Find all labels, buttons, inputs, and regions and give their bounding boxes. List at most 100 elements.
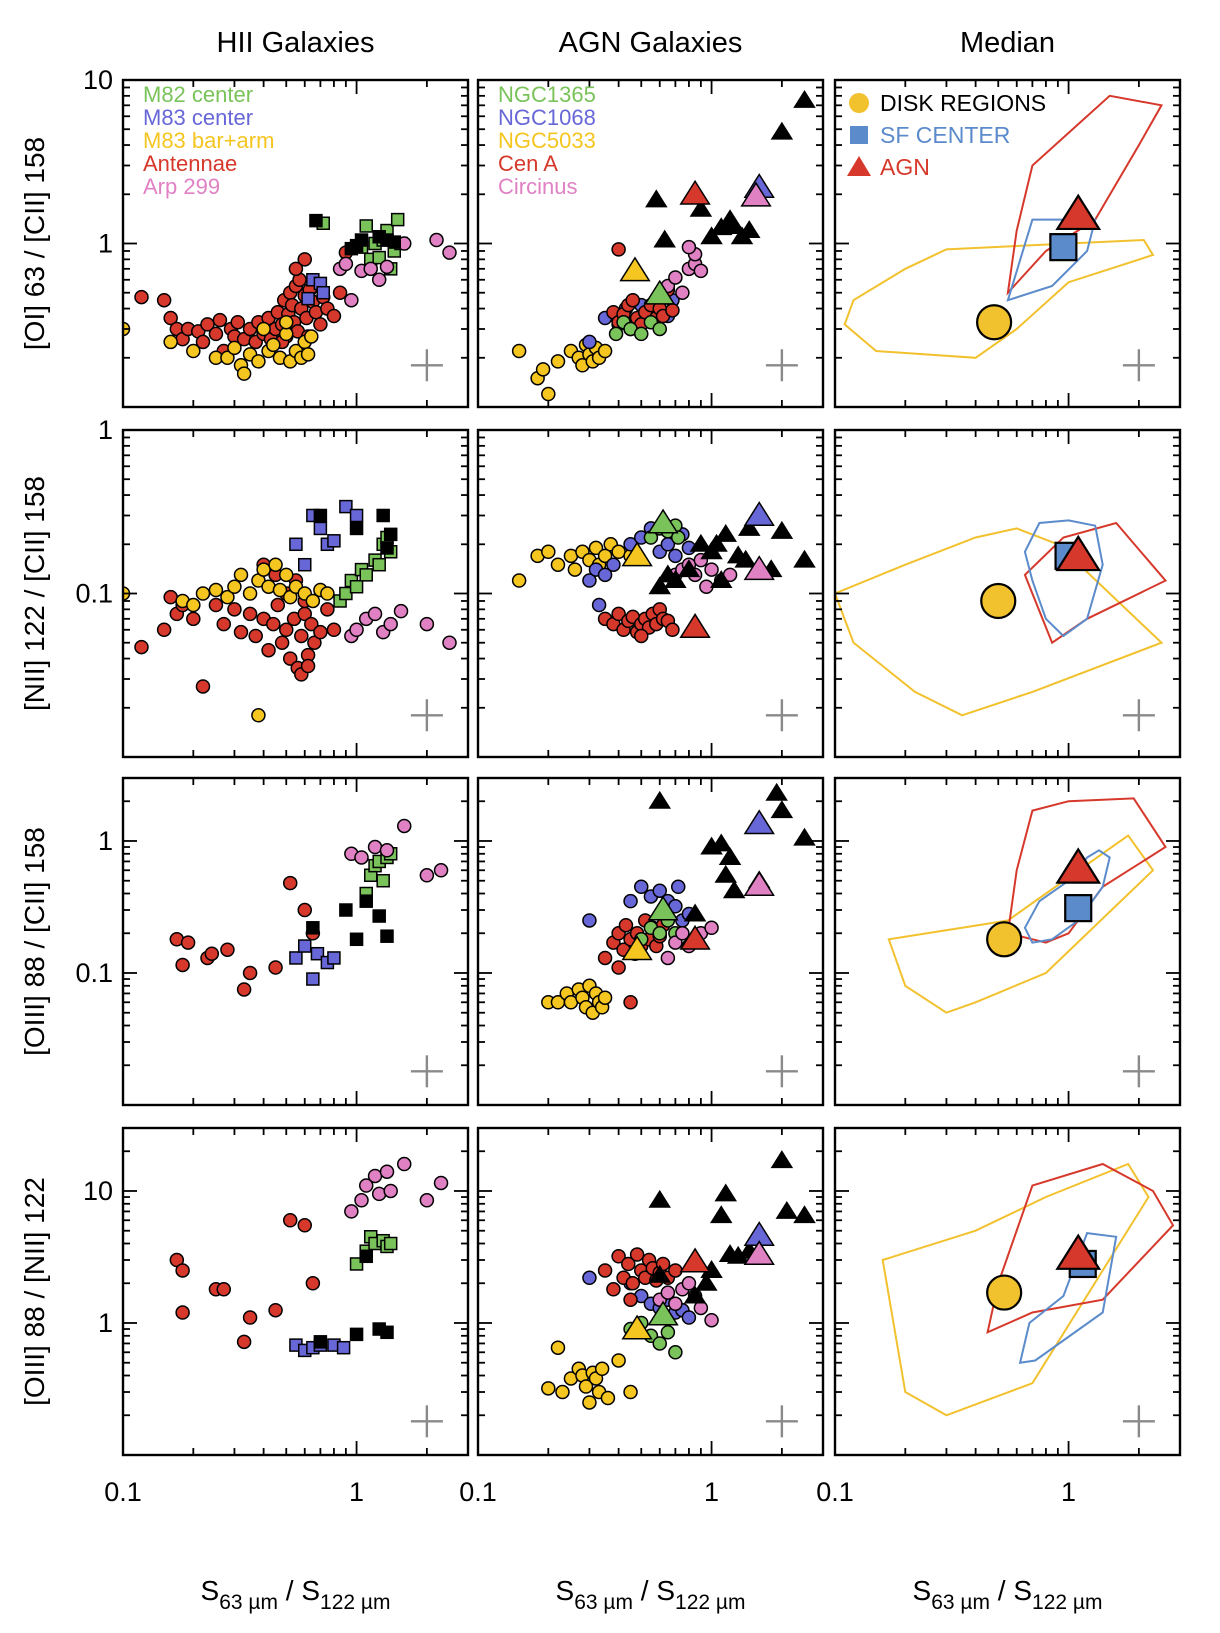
series-black <box>645 90 816 248</box>
data-point <box>597 548 613 564</box>
data-point <box>668 1345 683 1360</box>
data-point <box>134 639 149 655</box>
data-point <box>644 279 676 305</box>
data-point <box>376 508 390 523</box>
data-point <box>220 350 235 366</box>
data-point <box>665 622 680 638</box>
data-point <box>668 548 683 564</box>
series-antennae <box>169 1213 321 1350</box>
data-point <box>163 589 178 605</box>
x-tick-label: 1 <box>1061 1477 1076 1507</box>
panel-frame <box>476 1126 825 1457</box>
data-point <box>236 366 252 381</box>
data-point <box>621 541 653 567</box>
data-point <box>770 520 794 539</box>
data-point <box>339 586 353 601</box>
ticks <box>122 777 469 1106</box>
contour-agn_red <box>986 1162 1175 1335</box>
data-point <box>793 549 816 568</box>
data-point <box>313 624 328 640</box>
data-point <box>588 540 604 556</box>
data-point <box>383 1183 398 1199</box>
data-point <box>734 549 757 568</box>
series-arp-299 <box>344 1156 449 1219</box>
series-m83-center <box>301 273 330 306</box>
panel-r1-c1 <box>476 428 825 759</box>
data-point <box>623 893 638 909</box>
data-point <box>722 880 746 899</box>
data-point <box>611 1249 626 1264</box>
panel-r1-c0: 0.11 <box>75 415 470 759</box>
column-title-median: Median <box>960 27 1055 59</box>
series-disk-regions <box>980 582 1017 620</box>
data-point <box>714 523 737 542</box>
series-black <box>306 894 394 947</box>
series-arp-299 <box>344 603 457 650</box>
x-axis-label: S63 µm / S122 µm <box>201 1575 391 1614</box>
data-point <box>349 508 364 523</box>
data-point <box>652 1336 667 1351</box>
legend-item-antennae: Antennae <box>143 151 237 176</box>
data-point <box>433 863 449 878</box>
ticks <box>477 429 824 758</box>
series-ngc5033-mean <box>619 256 651 282</box>
data-point <box>251 708 266 723</box>
data-point <box>623 1384 638 1400</box>
data-point <box>359 1249 373 1264</box>
data-point <box>156 622 172 638</box>
data-point <box>208 597 224 613</box>
data-point <box>327 951 341 965</box>
data-point <box>611 544 626 560</box>
data-point <box>689 533 713 552</box>
data-point <box>621 1314 653 1340</box>
data-point <box>606 1282 621 1297</box>
data-point <box>770 121 794 140</box>
y-tick-label: 1 <box>98 415 113 445</box>
data-point <box>396 1156 412 1172</box>
data-point <box>344 1204 359 1219</box>
data-point <box>555 1384 570 1400</box>
data-point <box>309 213 323 228</box>
legend-item-ngc1068: NGC1068 <box>498 105 596 130</box>
data-point <box>372 557 386 572</box>
data-point <box>793 827 816 846</box>
data-point <box>743 809 775 835</box>
data-point <box>301 291 315 306</box>
series-circinus-mean <box>743 1240 775 1266</box>
data-point <box>268 557 283 572</box>
data-point <box>986 921 1023 958</box>
data-point <box>675 285 690 300</box>
data-point <box>306 921 320 935</box>
series-ngc5033-mean <box>621 541 653 567</box>
series-m83-center <box>289 939 341 986</box>
data-point <box>251 354 266 369</box>
ticks <box>122 79 469 408</box>
legend-item-m82-center: M82 center <box>143 82 253 107</box>
data-point <box>645 189 668 208</box>
data-point <box>175 957 190 973</box>
x-tick-label: 1 <box>704 1477 719 1507</box>
series-ngc5033-mean <box>621 1314 653 1340</box>
data-point <box>634 879 649 895</box>
data-point <box>380 1325 394 1340</box>
data-point <box>305 593 321 609</box>
data-point <box>379 259 395 275</box>
series-agn <box>1055 847 1102 884</box>
data-point <box>248 628 263 644</box>
data-point <box>320 602 335 617</box>
data-point <box>648 576 672 595</box>
series-agn <box>1055 193 1102 231</box>
data-point <box>236 982 252 997</box>
data-point <box>611 1353 626 1368</box>
data-point <box>195 334 211 350</box>
series-disk-regions <box>986 1274 1023 1311</box>
series-black <box>309 213 402 256</box>
plot-area <box>123 212 457 382</box>
data-point <box>675 926 690 941</box>
data-point <box>349 521 364 536</box>
data-point <box>1055 193 1102 231</box>
column-title-agn-galaxies: AGN Galaxies <box>559 27 743 59</box>
data-point <box>665 303 680 318</box>
data-point <box>668 270 683 285</box>
data-point <box>668 1296 683 1311</box>
